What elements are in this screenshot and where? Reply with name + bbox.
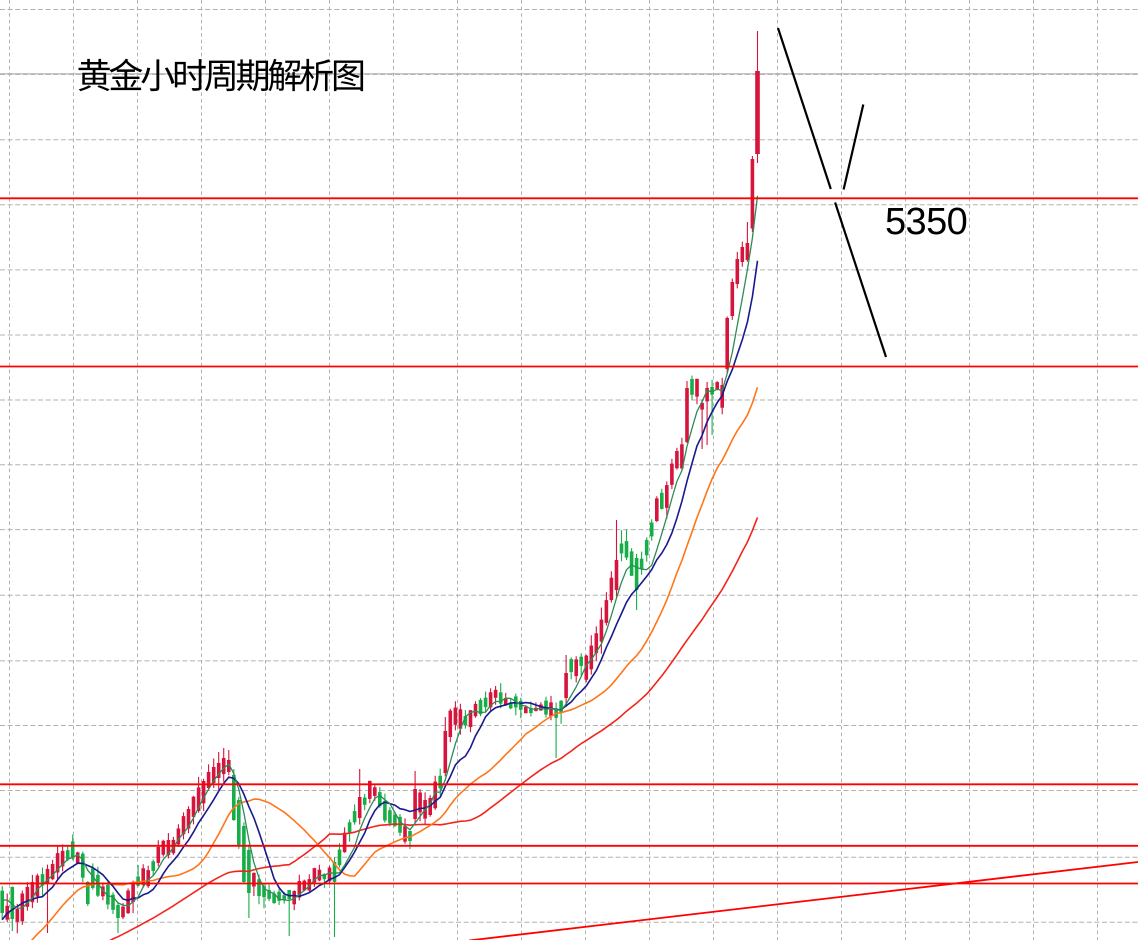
svg-text:5350: 5350 xyxy=(885,201,967,243)
